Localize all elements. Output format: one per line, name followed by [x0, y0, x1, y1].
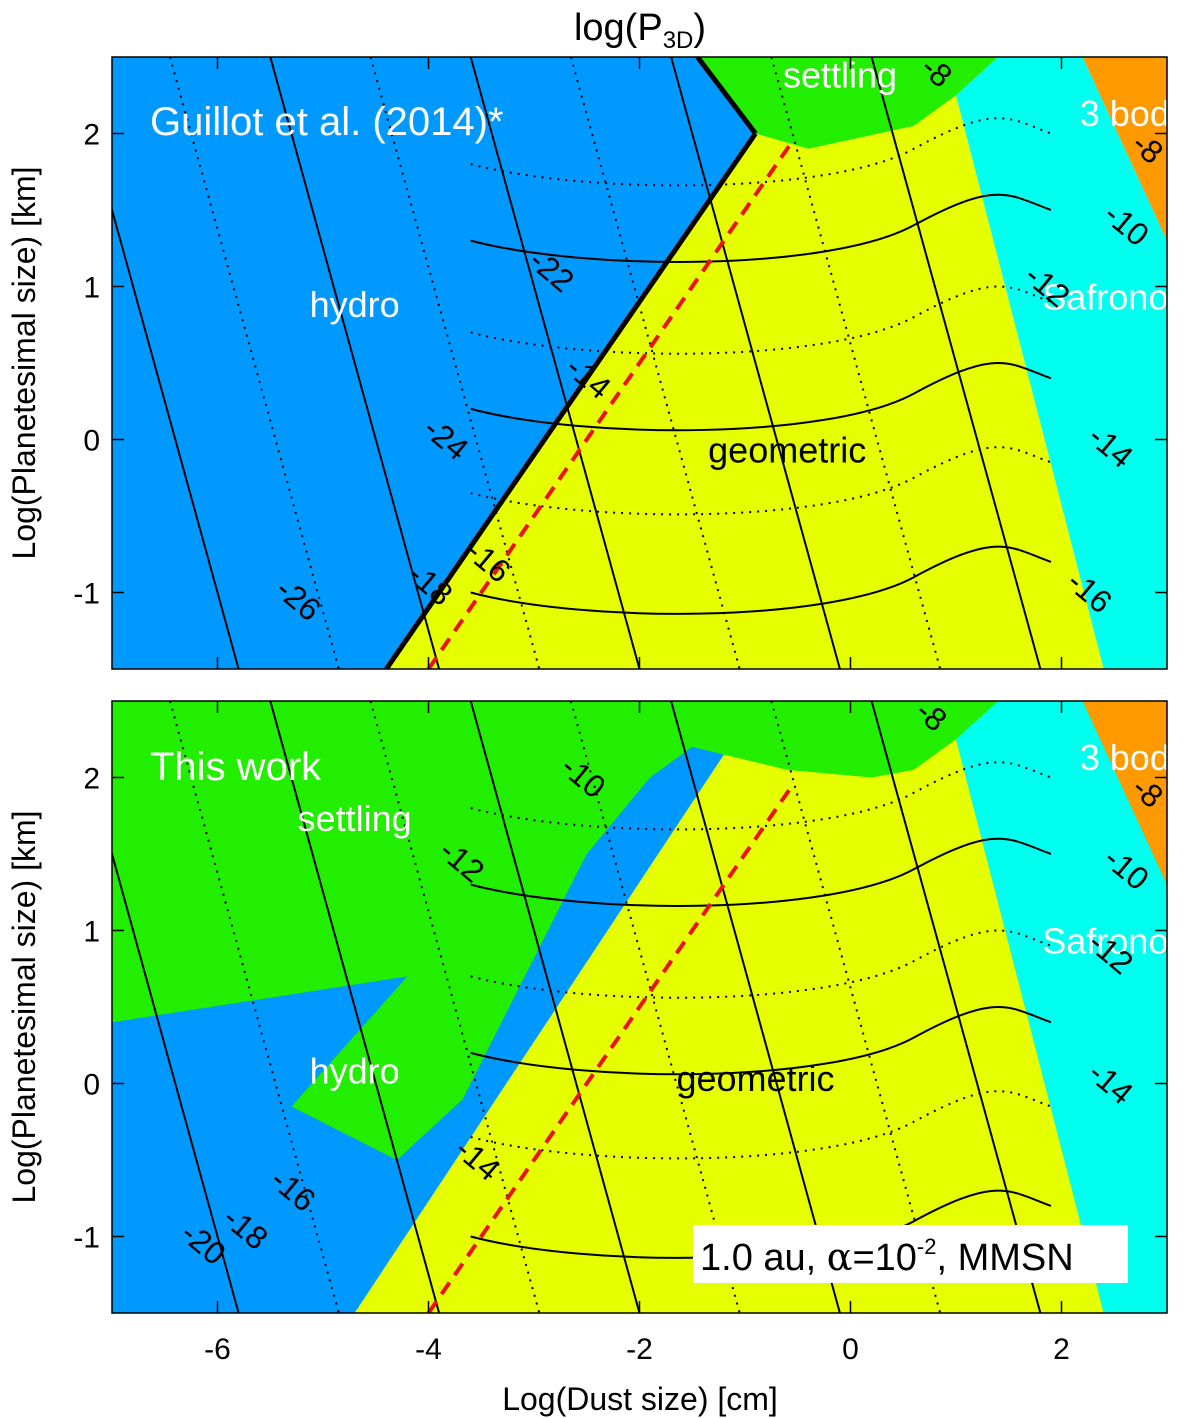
x-axis-label: Log(Dust size) [cm] — [502, 1381, 778, 1417]
region-label: settling — [783, 55, 897, 96]
region-label: 3 bod — [1080, 93, 1170, 134]
top-regions — [112, 57, 1167, 669]
contour-line — [112, 206, 240, 669]
region-hydro — [112, 754, 767, 1313]
contour-line — [670, 701, 841, 1313]
region-label: geometric — [708, 429, 866, 470]
x-tick-label: -2 — [626, 1333, 653, 1366]
hydro-boundary — [384, 132, 758, 669]
contour-line — [269, 701, 441, 1313]
region-hydro — [112, 57, 756, 669]
y-axis-label-top: Log(Planetesimal size) [km] — [6, 166, 42, 559]
region-safronov — [956, 57, 1167, 669]
region-geometric — [354, 739, 1104, 1313]
y-tick-label: 1 — [83, 916, 100, 949]
region-label: Safronov — [1042, 921, 1186, 962]
top-axes: -1 0 1 2 — [73, 57, 1167, 669]
contour-line — [870, 57, 1042, 669]
chart-title: log(P3D) — [574, 7, 706, 54]
region-label: geometric — [676, 1058, 834, 1099]
y-tick-label: 0 — [83, 425, 100, 458]
bottom-axes: -6 -4 -2 0 2 -1 0 1 2 — [73, 701, 1167, 1366]
contour-line — [112, 850, 240, 1313]
dust-planetesimal-boundary — [426, 783, 795, 1313]
y-tick-label: -1 — [73, 1222, 100, 1255]
contour-line — [569, 57, 741, 669]
contour-line — [369, 57, 541, 669]
contour-line — [670, 57, 841, 669]
contour-line — [470, 1006, 1052, 1076]
contour-line — [269, 57, 441, 669]
bottom-contours — [112, 701, 1052, 1313]
region-label: settling — [298, 798, 412, 839]
region-label: Safronov — [1042, 276, 1186, 317]
y-tick-label: 2 — [83, 119, 100, 152]
info-box: 1.0 au, α=10-2, MMSN — [693, 1225, 1128, 1283]
y-tick-label: -1 — [73, 578, 100, 611]
contour-line — [469, 701, 641, 1313]
contour-line — [470, 193, 1052, 263]
contour-line — [569, 701, 741, 1313]
contour-line — [169, 701, 340, 1313]
region-label: hydro — [310, 1051, 400, 1092]
y-tick-label: 1 — [83, 272, 100, 305]
contour-line — [870, 701, 1042, 1313]
bottom-annotation: This work — [150, 745, 322, 789]
contour-line — [369, 701, 541, 1313]
region-safronov — [956, 701, 1167, 1313]
region-label: hydro — [310, 284, 400, 325]
x-tick-label: -6 — [204, 1333, 231, 1366]
contour-line — [470, 362, 1052, 432]
region-geometric — [386, 95, 1104, 669]
x-tick-label: -4 — [415, 1333, 442, 1366]
x-tick-label: 2 — [1053, 1333, 1070, 1366]
region-label: 3 bod — [1080, 737, 1170, 778]
contour-line — [470, 545, 1052, 615]
contour-line — [469, 57, 641, 669]
x-tick-label: 0 — [842, 1333, 859, 1366]
settling-boundary — [695, 57, 758, 136]
region-three_body — [1082, 57, 1167, 241]
dust-planetesimal-boundary — [426, 139, 795, 669]
y-axis-label-bottom: Log(Planetesimal size) [km] — [6, 810, 42, 1203]
contour-line — [470, 837, 1052, 907]
region-three_body — [1082, 701, 1167, 885]
contour-line — [770, 57, 942, 669]
top-contours — [112, 57, 1052, 669]
contour-line — [770, 701, 942, 1313]
info-box-text: 1.0 au, α=10-2, MMSN — [700, 1234, 1074, 1279]
region-settling — [697, 57, 999, 149]
contour-line — [169, 57, 340, 669]
y-tick-label: 2 — [83, 763, 100, 796]
y-tick-label: 0 — [83, 1069, 100, 1102]
top-annotation: Guillot et al. (2014)* — [150, 100, 504, 144]
